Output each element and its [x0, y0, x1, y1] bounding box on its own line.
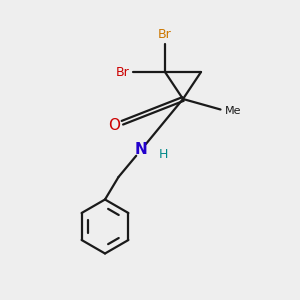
Text: Me: Me [225, 106, 242, 116]
Text: O: O [108, 118, 120, 134]
Text: Br: Br [158, 28, 172, 41]
Text: H: H [159, 148, 168, 161]
Text: N: N [135, 142, 147, 158]
Text: Br: Br [116, 65, 130, 79]
